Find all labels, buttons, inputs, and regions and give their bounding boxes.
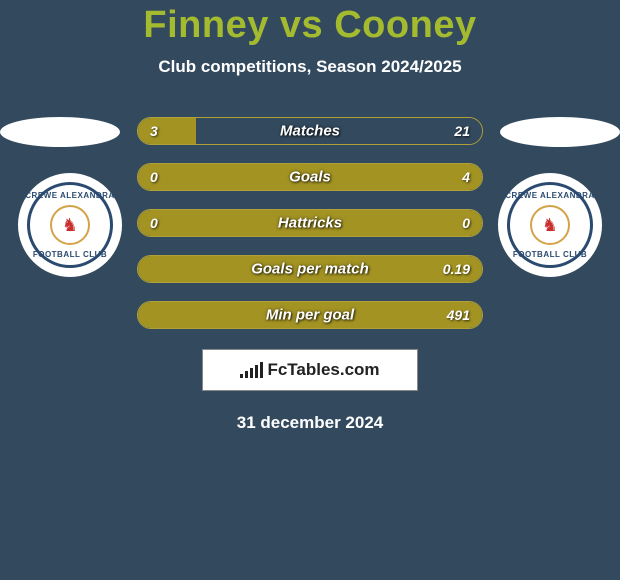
icon-bar bbox=[245, 371, 248, 378]
bar-label: Goals bbox=[289, 169, 331, 186]
bar-value-right: 0.19 bbox=[443, 261, 470, 277]
icon-bar bbox=[260, 362, 263, 378]
bar-value-left: 3 bbox=[150, 123, 158, 139]
club-badge-left: CREWE ALEXANDRA ♞ FOOTBALL CLUB bbox=[18, 173, 122, 277]
fctables-text: FcTables.com bbox=[267, 360, 379, 380]
container: Finney vs Cooney Club competitions, Seas… bbox=[0, 0, 620, 580]
badge-inner: CREWE ALEXANDRA ♞ FOOTBALL CLUB bbox=[27, 182, 113, 268]
fctables-box: FcTables.com bbox=[202, 349, 418, 391]
subtitle: Club competitions, Season 2024/2025 bbox=[0, 57, 620, 77]
bar-label: Matches bbox=[280, 123, 340, 140]
bars-container: 3 21 Matches 0 4 Goals 0 0 Hattricks 0.19 Goals pe… bbox=[137, 117, 483, 329]
bar-label: Goals per match bbox=[251, 261, 369, 278]
bar-value-right: 491 bbox=[447, 307, 470, 323]
badge-text-bottom: FOOTBALL CLUB bbox=[513, 250, 587, 259]
icon-bar bbox=[250, 368, 253, 378]
badge-crest: ♞ bbox=[530, 205, 570, 245]
icon-bar bbox=[255, 365, 258, 378]
badge-inner: CREWE ALEXANDRA ♞ FOOTBALL CLUB bbox=[507, 182, 593, 268]
bar-value-right: 4 bbox=[462, 169, 470, 185]
icon-bar bbox=[240, 374, 243, 378]
date-text: 31 december 2024 bbox=[0, 413, 620, 433]
lion-icon: ♞ bbox=[542, 216, 558, 234]
stat-bar: 0 4 Goals bbox=[137, 163, 483, 191]
ellipse-right bbox=[500, 117, 620, 147]
ellipse-left bbox=[0, 117, 120, 147]
bar-label: Min per goal bbox=[266, 307, 354, 324]
chart-icon bbox=[240, 362, 263, 378]
page-title: Finney vs Cooney bbox=[0, 4, 620, 47]
badge-text-bottom: FOOTBALL CLUB bbox=[33, 250, 107, 259]
badge-text-top: CREWE ALEXANDRA bbox=[25, 191, 114, 200]
bar-value-left: 0 bbox=[150, 169, 158, 185]
bar-label: Hattricks bbox=[278, 215, 342, 232]
club-badge-right: CREWE ALEXANDRA ♞ FOOTBALL CLUB bbox=[498, 173, 602, 277]
stat-bar: 0.19 Goals per match bbox=[137, 255, 483, 283]
badge-crest: ♞ bbox=[50, 205, 90, 245]
lion-icon: ♞ bbox=[62, 216, 78, 234]
bar-fill-left bbox=[138, 118, 196, 144]
bar-value-right: 0 bbox=[462, 215, 470, 231]
bar-value-right: 21 bbox=[454, 123, 470, 139]
bar-value-left: 0 bbox=[150, 215, 158, 231]
stat-bar: 0 0 Hattricks bbox=[137, 209, 483, 237]
stat-bar: 491 Min per goal bbox=[137, 301, 483, 329]
stats-area: CREWE ALEXANDRA ♞ FOOTBALL CLUB CREWE AL… bbox=[0, 117, 620, 329]
badge-outer: CREWE ALEXANDRA ♞ FOOTBALL CLUB bbox=[498, 173, 602, 277]
badge-text-top: CREWE ALEXANDRA bbox=[505, 191, 594, 200]
badge-outer: CREWE ALEXANDRA ♞ FOOTBALL CLUB bbox=[18, 173, 122, 277]
stat-bar: 3 21 Matches bbox=[137, 117, 483, 145]
